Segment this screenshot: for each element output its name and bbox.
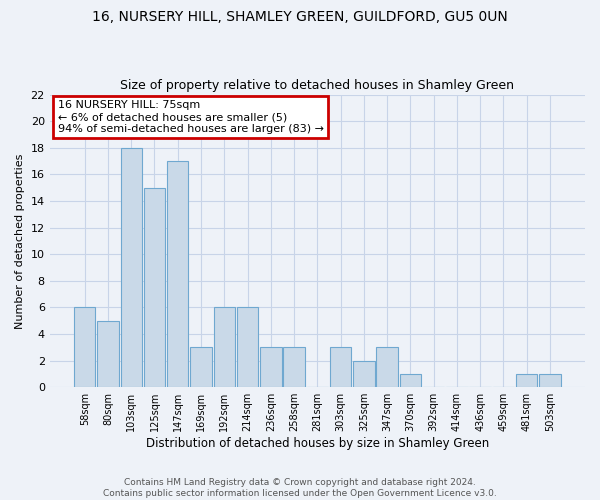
Bar	[97, 320, 119, 387]
Bar	[376, 348, 398, 387]
Bar	[260, 348, 281, 387]
Text: Contains HM Land Registry data © Crown copyright and database right 2024.
Contai: Contains HM Land Registry data © Crown c…	[103, 478, 497, 498]
Bar	[144, 188, 165, 387]
Bar	[539, 374, 560, 387]
Y-axis label: Number of detached properties: Number of detached properties	[15, 153, 25, 328]
Bar	[400, 374, 421, 387]
Text: 16, NURSERY HILL, SHAMLEY GREEN, GUILDFORD, GU5 0UN: 16, NURSERY HILL, SHAMLEY GREEN, GUILDFO…	[92, 10, 508, 24]
Bar	[74, 308, 95, 387]
Text: 16 NURSERY HILL: 75sqm
← 6% of detached houses are smaller (5)
94% of semi-detac: 16 NURSERY HILL: 75sqm ← 6% of detached …	[58, 100, 323, 134]
Bar	[214, 308, 235, 387]
Bar	[121, 148, 142, 387]
Bar	[353, 360, 374, 387]
Bar	[190, 348, 212, 387]
Title: Size of property relative to detached houses in Shamley Green: Size of property relative to detached ho…	[121, 79, 514, 92]
Bar	[330, 348, 351, 387]
Bar	[283, 348, 305, 387]
Bar	[516, 374, 538, 387]
X-axis label: Distribution of detached houses by size in Shamley Green: Distribution of detached houses by size …	[146, 437, 489, 450]
Bar	[237, 308, 258, 387]
Bar	[167, 161, 188, 387]
